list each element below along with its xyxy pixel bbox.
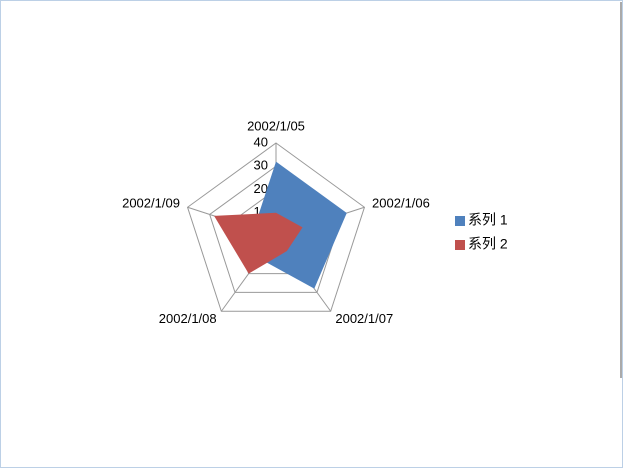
legend-label: 系列 2 (468, 236, 508, 252)
series-area (214, 212, 303, 274)
legend-swatch (455, 216, 465, 226)
category-label: 2002/1/08 (159, 311, 217, 326)
category-label: 2002/1/07 (335, 311, 393, 326)
category-label: 2002/1/06 (372, 196, 430, 211)
tick-label: 40 (254, 134, 268, 149)
tick-label: 20 (254, 181, 268, 196)
legend-swatch (455, 240, 465, 250)
series-area (253, 161, 347, 289)
category-label: 2002/1/09 (122, 196, 180, 211)
grid-ring (186, 142, 366, 312)
tick-label: 30 (254, 158, 268, 173)
category-label: 2002/1/05 (247, 118, 305, 133)
legend-label: 系列 1 (468, 212, 508, 228)
